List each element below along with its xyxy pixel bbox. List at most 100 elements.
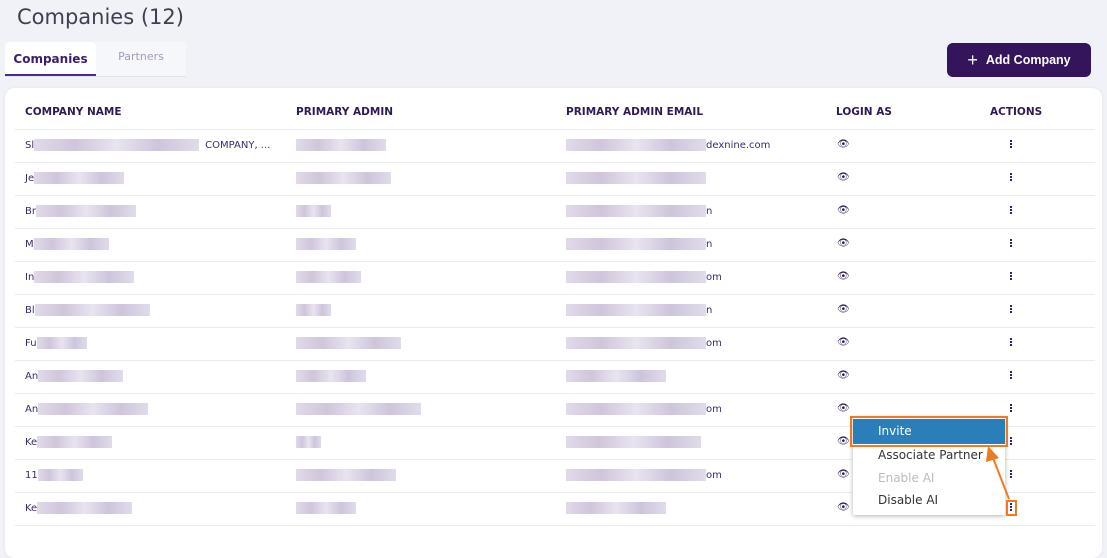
kebab-menu-icon[interactable] xyxy=(1008,434,1014,448)
redacted-text xyxy=(566,172,706,184)
company-name[interactable]: Br xyxy=(25,205,136,217)
kebab-menu-icon[interactable] xyxy=(1008,302,1014,316)
add-company-button[interactable]: + Add Company xyxy=(947,43,1091,77)
kebab-menu-icon[interactable] xyxy=(1008,236,1014,250)
primary-admin xyxy=(296,139,386,151)
table-row: An om 👁 xyxy=(15,393,1095,426)
primary-admin-email xyxy=(566,172,706,184)
company-name-text: Fu xyxy=(25,337,37,349)
primary-admin xyxy=(296,238,356,250)
redacted-text xyxy=(35,205,136,217)
primary-admin-email xyxy=(566,436,701,448)
redacted-text xyxy=(296,436,321,448)
header-primary-admin-email: PRIMARY ADMIN EMAIL xyxy=(566,106,704,118)
company-name[interactable]: Je xyxy=(25,172,125,184)
eye-icon[interactable]: 👁 xyxy=(837,238,850,249)
redacted-text xyxy=(34,172,125,184)
eye-icon[interactable]: 👁 xyxy=(837,370,850,381)
kebab-menu-icon[interactable] xyxy=(1008,137,1014,151)
row-divider xyxy=(15,294,1095,295)
eye-icon[interactable]: 👁 xyxy=(837,337,850,348)
company-name[interactable]: 11 xyxy=(25,469,83,481)
primary-admin xyxy=(296,370,366,382)
menu-item-associate-partner[interactable]: Associate Partner xyxy=(878,448,983,462)
company-name[interactable]: An xyxy=(25,403,149,415)
kebab-menu-icon[interactable] xyxy=(1008,335,1014,349)
eye-icon[interactable]: 👁 xyxy=(837,403,850,414)
primary-admin-email: n xyxy=(566,205,712,217)
kebab-menu-icon[interactable] xyxy=(1008,269,1014,283)
kebab-menu-icon[interactable] xyxy=(1008,500,1014,514)
company-name-text: Je xyxy=(25,172,35,184)
primary-admin-email: om xyxy=(566,469,722,481)
row-divider xyxy=(15,426,1095,427)
redacted-text xyxy=(37,502,133,514)
redacted-text xyxy=(296,403,421,415)
row-divider xyxy=(15,525,1095,526)
table-row: In om 👁 xyxy=(15,261,1095,294)
email-suffix: om xyxy=(706,337,722,349)
primary-admin-email: n xyxy=(566,304,712,316)
company-name[interactable]: Ke xyxy=(25,502,133,514)
redacted-text xyxy=(296,337,401,349)
eye-icon[interactable]: 👁 xyxy=(837,304,850,315)
email-suffix: om xyxy=(706,271,722,283)
table-row: 11 om 👁 xyxy=(15,459,1095,492)
eye-icon[interactable]: 👁 xyxy=(837,172,850,183)
redacted-text xyxy=(296,271,361,283)
table-row: M n 👁 xyxy=(15,228,1095,261)
tab-companies[interactable]: Companies xyxy=(5,42,96,76)
company-name[interactable]: Ke xyxy=(25,436,113,448)
redacted-text xyxy=(566,436,701,448)
eye-icon[interactable]: 👁 xyxy=(837,205,850,216)
eye-icon[interactable]: 👁 xyxy=(837,436,850,447)
eye-icon[interactable]: 👁 xyxy=(837,139,850,150)
company-name-suffix: COMPANY, ... xyxy=(205,139,271,151)
redacted-text xyxy=(296,370,366,382)
table-row: An 👁 xyxy=(15,360,1095,393)
primary-admin xyxy=(296,403,421,415)
company-name[interactable]: Sl COMPANY, ... xyxy=(25,139,270,151)
kebab-menu-icon[interactable] xyxy=(1008,368,1014,382)
tab-partners[interactable]: Partners xyxy=(118,50,164,63)
company-name-text: An xyxy=(25,370,39,382)
primary-admin-email xyxy=(566,370,666,382)
add-company-label: Add Company xyxy=(985,53,1071,67)
primary-admin xyxy=(296,337,401,349)
redacted-text xyxy=(33,238,109,250)
row-divider xyxy=(15,360,1095,361)
company-name-text: Sl xyxy=(25,139,35,151)
company-name[interactable]: An xyxy=(25,370,124,382)
primary-admin-email: om xyxy=(566,403,722,415)
kebab-menu-icon[interactable] xyxy=(1008,467,1014,481)
menu-item-invite[interactable]: Invite xyxy=(853,419,1005,444)
redacted-text xyxy=(566,337,706,349)
header-primary-admin: PRIMARY ADMIN xyxy=(296,106,394,118)
eye-icon[interactable]: 👁 xyxy=(837,271,850,282)
menu-item-disable-ai[interactable]: Disable AI xyxy=(878,493,939,507)
primary-admin-email: dexnine.com xyxy=(566,139,770,151)
eye-icon[interactable]: 👁 xyxy=(837,469,850,480)
table-row: Je 👁 xyxy=(15,162,1095,195)
eye-icon[interactable]: 👁 xyxy=(837,502,850,513)
redacted-text xyxy=(566,304,706,316)
kebab-menu-icon[interactable] xyxy=(1008,203,1014,217)
redacted-text xyxy=(566,469,706,481)
row-divider xyxy=(15,327,1095,328)
email-suffix: om xyxy=(706,469,722,481)
row-divider xyxy=(15,492,1095,493)
redacted-text xyxy=(34,304,150,316)
company-name[interactable]: Fu xyxy=(25,337,87,349)
email-suffix: dexnine.com xyxy=(706,139,771,151)
row-divider xyxy=(15,261,1095,262)
company-name[interactable]: Bl xyxy=(25,304,150,316)
email-suffix: n xyxy=(706,304,713,316)
company-name-text: 11 xyxy=(25,469,38,481)
company-name[interactable]: M xyxy=(25,238,109,250)
company-name[interactable]: In xyxy=(25,271,135,283)
kebab-menu-icon[interactable] xyxy=(1008,170,1014,184)
email-suffix: n xyxy=(706,238,713,250)
redacted-text xyxy=(37,469,83,481)
redacted-text xyxy=(566,205,706,217)
kebab-menu-icon[interactable] xyxy=(1008,401,1014,415)
